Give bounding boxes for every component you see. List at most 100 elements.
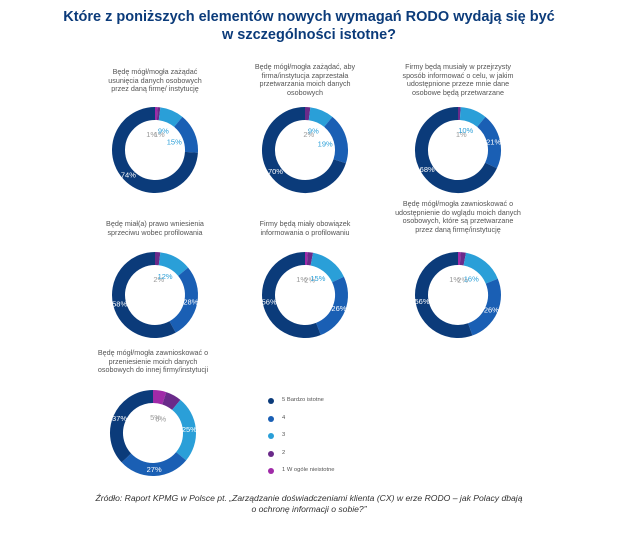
donut-slice <box>415 107 497 193</box>
donut-chart: 2%9% 19% 70% <box>262 107 348 193</box>
legend-item: 5 Bardzo istotne <box>268 396 388 407</box>
question-line: Firmy będą musiały w przejrzysty <box>405 62 511 71</box>
donut-slice <box>173 116 198 153</box>
donut-slice <box>476 116 501 169</box>
question-line: osobowych <box>287 87 323 97</box>
donut-chart: 1%2%16% 26% 56% <box>415 252 501 338</box>
legend-item: 4 <box>268 414 388 425</box>
legend-label: 4 <box>282 414 286 421</box>
question-label: Będę mógł/mogła zażądać usunięcia danych … <box>90 67 220 94</box>
question-line: udostępnienie do wglądu moich danych <box>395 207 521 217</box>
question-line: Będę miał(a) prawo wniesienia <box>106 219 204 228</box>
donut-slice <box>459 252 466 266</box>
data-label: 2% <box>457 275 468 284</box>
question-line: przez daną firmę/ instytucję <box>111 84 199 94</box>
legend-swatch <box>268 398 274 404</box>
question-line: przez daną firmę/instytucję <box>415 224 501 234</box>
data-label: 26% <box>331 304 346 313</box>
question-label: Będę mógł/mogła zażądać, aby firma/instyt… <box>240 62 370 97</box>
data-label: 6% <box>155 415 166 424</box>
donut-slice <box>323 116 348 164</box>
data-label: 1% <box>296 275 307 284</box>
data-label: 56% <box>415 297 430 306</box>
data-label: 56% <box>262 297 277 306</box>
donut-slice <box>262 252 321 338</box>
data-label: 1% <box>146 130 157 139</box>
donut-slice <box>467 278 501 336</box>
donut-slice <box>158 252 189 277</box>
legend-item: 1 W ogóle nieistotne <box>268 466 388 477</box>
question-label: Firmy będą miały obowiązek informowania o… <box>240 219 370 237</box>
question-line: przeniesienie moich danych <box>108 356 198 366</box>
data-label: 1% <box>154 130 165 139</box>
legend-label: 1 W ogóle nieistotne <box>282 467 335 473</box>
data-label: 68% <box>420 165 435 174</box>
question-line: przetwarzania moich danych <box>259 79 351 89</box>
donut-slice <box>171 399 196 461</box>
question-line: osobowych, które są przetwarzane <box>402 216 514 226</box>
data-label: 2% <box>304 275 315 284</box>
legend-item: 2 <box>268 449 388 460</box>
legend-item: 3 <box>268 431 388 442</box>
donut-slice <box>169 267 198 333</box>
question-label: Będę mógł/mogła zawnioskować o udostępnie… <box>385 199 531 234</box>
donut-slice <box>158 107 183 128</box>
question-line: osobowe będą przetwarzane <box>412 87 504 97</box>
data-label: 58% <box>112 300 127 309</box>
question-line: Firmy będą miały obowiązek <box>259 219 351 228</box>
question-line: sposób informować o celu, w jakim <box>402 70 514 80</box>
data-label: 26% <box>484 305 499 314</box>
page-title: Które z poniższych elementów nowych wyma… <box>0 8 618 44</box>
donut-slice <box>310 252 344 283</box>
data-label: 74% <box>121 171 136 180</box>
question-line: firma/instytucja zaprzestała <box>261 70 349 80</box>
donut-slice <box>121 451 187 476</box>
donut-slice <box>161 392 181 411</box>
legend-swatch <box>268 415 274 422</box>
donut-slice <box>315 276 348 335</box>
data-label: 19% <box>318 140 333 149</box>
data-label: 15% <box>310 274 325 283</box>
donut-slice <box>306 252 314 266</box>
data-label: 16% <box>464 274 479 283</box>
title-line-1: Które z poniższych elementów nowych wyma… <box>63 9 555 25</box>
legend-swatch <box>268 450 274 457</box>
data-label: 15% <box>167 137 182 146</box>
legend-swatch <box>268 433 274 439</box>
data-label: 1% <box>449 275 460 284</box>
donut-slice <box>110 390 154 463</box>
question-label: Będę miał(a) prawo wniesienia sprzeciwu w… <box>90 219 220 237</box>
donut-chart: 1%10% 21% 68% <box>415 107 501 193</box>
source-note: Źródło: Raport KPMG w Polsce pt. „Zarząd… <box>0 493 618 515</box>
data-label: 2% <box>153 275 164 284</box>
donut-chart: 5%6% 25% 27% 37% <box>110 390 197 476</box>
question-line: Będę mógł/mogła zawnioskować o <box>97 348 209 357</box>
data-label: 9% <box>308 126 319 135</box>
data-label: 9% <box>158 126 169 135</box>
data-label: 27% <box>147 465 162 474</box>
data-label: 25% <box>182 425 197 434</box>
question-line: Będę mógł/mogła zażądać <box>112 67 198 76</box>
question-line: Będę mógł/mogła zawnioskować o <box>402 199 514 208</box>
data-label: 2% <box>303 130 314 139</box>
legend: 5 Bardzo istotne 4 3 2 1 W ogóle nieisto… <box>268 396 388 484</box>
donut-slice <box>463 252 498 284</box>
question-line: udostępnione przeze mnie dane <box>406 79 510 89</box>
data-label: 21% <box>486 138 501 147</box>
donut-slice <box>262 107 346 193</box>
donut-chart: 1%1%9% 15% 74% <box>112 107 198 193</box>
title-line-2: w szczególności istotne? <box>221 27 397 43</box>
legend-label: 3 <box>282 432 286 438</box>
data-label: 37% <box>112 414 127 423</box>
legend-label: 5 Bardzo istotne <box>282 397 324 403</box>
question-label: Będę mógł/mogła zawnioskować o przeniesie… <box>78 348 228 375</box>
data-label: 1% <box>456 130 467 139</box>
donut-slice <box>415 252 473 338</box>
question-label: Firmy będą musiały w przejrzysty sposób i… <box>392 62 524 97</box>
question-line: osobowych do innej firmy/instytucji <box>97 365 209 375</box>
legend-swatch <box>268 468 274 474</box>
source-line-1: Źródło: Raport KPMG w Polsce pt. „Zarząd… <box>95 493 523 503</box>
donut-chart: 1%2%15% 26% 56% <box>262 252 348 338</box>
donut-slice <box>112 107 198 193</box>
data-label: 5% <box>150 413 161 422</box>
